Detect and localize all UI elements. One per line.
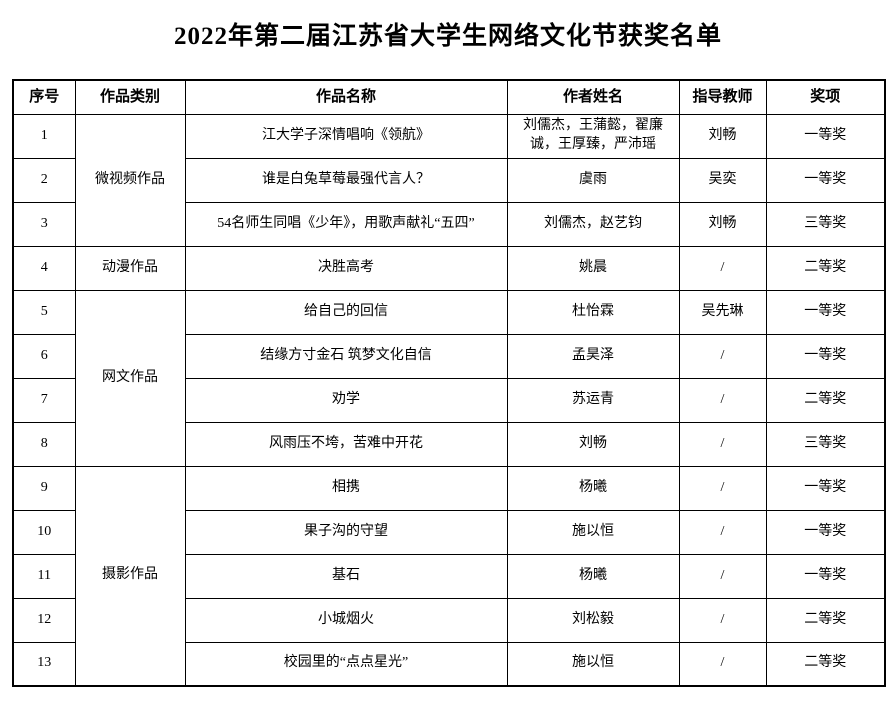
cell-advisor: / bbox=[678, 377, 767, 423]
table-row: 4 动漫作品 决胜高考 姚晨 / 二等奖 bbox=[12, 245, 886, 291]
cell-award: 三等奖 bbox=[765, 201, 886, 247]
cell-work-title: 小城烟火 bbox=[184, 597, 508, 643]
cell-author-name: 杜怡霖 bbox=[506, 289, 680, 335]
table-row: 6 结缘方寸金石 筑梦文化自信 孟昊泽 / 一等奖 bbox=[12, 333, 886, 379]
cell-advisor: / bbox=[678, 421, 767, 467]
cell-advisor: 吴奕 bbox=[678, 157, 767, 203]
cell-serial-number: 7 bbox=[12, 377, 76, 423]
cell-author-name: 孟昊泽 bbox=[506, 333, 680, 379]
cell-award: 一等奖 bbox=[765, 553, 886, 599]
cell-work-category: 微视频作品 bbox=[74, 113, 186, 247]
cell-serial-number: 2 bbox=[12, 157, 76, 203]
cell-serial-number: 4 bbox=[12, 245, 76, 291]
cell-author-name: 姚晨 bbox=[506, 245, 680, 291]
cell-work-title: 决胜高考 bbox=[184, 245, 508, 291]
cell-award: 一等奖 bbox=[765, 465, 886, 511]
table-row: 10 果子沟的守望 施以恒 / 一等奖 bbox=[12, 509, 886, 555]
cell-award: 二等奖 bbox=[765, 641, 886, 687]
cell-serial-number: 6 bbox=[12, 333, 76, 379]
cell-author-name: 施以恒 bbox=[506, 509, 680, 555]
cell-serial-number: 1 bbox=[12, 113, 76, 159]
cell-advisor: / bbox=[678, 509, 767, 555]
cell-work-title: 相携 bbox=[184, 465, 508, 511]
cell-award: 一等奖 bbox=[765, 157, 886, 203]
cell-work-title: 劝学 bbox=[184, 377, 508, 423]
cell-work-category: 动漫作品 bbox=[74, 245, 186, 291]
header-work-title: 作品名称 bbox=[184, 79, 508, 115]
cell-author-name: 杨曦 bbox=[506, 465, 680, 511]
cell-award: 一等奖 bbox=[765, 509, 886, 555]
cell-advisor: / bbox=[678, 641, 767, 687]
table-row: 7 劝学 苏运青 / 二等奖 bbox=[12, 377, 886, 423]
cell-award: 一等奖 bbox=[765, 113, 886, 159]
cell-author-name: 虞雨 bbox=[506, 157, 680, 203]
cell-award: 二等奖 bbox=[765, 245, 886, 291]
cell-serial-number: 13 bbox=[12, 641, 76, 687]
cell-work-title: 果子沟的守望 bbox=[184, 509, 508, 555]
cell-work-title: 江大学子深情唱响《领航》 bbox=[184, 113, 508, 159]
cell-work-title: 风雨压不垮，苦难中开花 bbox=[184, 421, 508, 467]
cell-work-title: 基石 bbox=[184, 553, 508, 599]
cell-work-title: 结缘方寸金石 筑梦文化自信 bbox=[184, 333, 508, 379]
table-row: 11 基石 杨曦 / 一等奖 bbox=[12, 553, 886, 599]
cell-serial-number: 11 bbox=[12, 553, 76, 599]
cell-advisor: / bbox=[678, 465, 767, 511]
cell-serial-number: 12 bbox=[12, 597, 76, 643]
cell-award: 一等奖 bbox=[765, 333, 886, 379]
cell-advisor: / bbox=[678, 597, 767, 643]
cell-author-name: 刘儒杰，王蒲懿，翟廉诚，王厚臻，严沛瑶 bbox=[506, 113, 680, 159]
cell-award: 三等奖 bbox=[765, 421, 886, 467]
cell-award: 二等奖 bbox=[765, 377, 886, 423]
cell-author-name: 杨曦 bbox=[506, 553, 680, 599]
header-work-category: 作品类别 bbox=[74, 79, 186, 115]
cell-serial-number: 9 bbox=[12, 465, 76, 511]
cell-author-name: 施以恒 bbox=[506, 641, 680, 687]
table-row: 5 网文作品 给自己的回信 杜怡霖 吴先琳 一等奖 bbox=[12, 289, 886, 467]
table-row: 1 微视频作品 江大学子深情唱响《领航》 刘儒杰，王蒲懿，翟廉诚，王厚臻，严沛瑶 刘畅一… bbox=[12, 113, 886, 247]
table-row: 3 54名师生同唱《少年》，用歌声献礼“五四” 刘儒杰，赵艺钧 刘畅 三等奖 bbox=[12, 201, 886, 247]
cell-advisor: / bbox=[678, 333, 767, 379]
header-serial-number: 序号 bbox=[12, 79, 76, 115]
cell-award: 二等奖 bbox=[765, 597, 886, 643]
header-author-name: 作者姓名 bbox=[506, 79, 680, 115]
cell-author-name: 苏运青 bbox=[506, 377, 680, 423]
table-row: 8 风雨压不垮，苦难中开花 刘畅 / 三等奖 bbox=[12, 421, 886, 467]
table-row: 2 谁是白兔草莓最强代言人？ 虞雨 吴奕 一等奖 bbox=[12, 157, 886, 203]
cell-author-name: 刘儒杰，赵艺钧 bbox=[506, 201, 680, 247]
header-advisor: 指导教师 bbox=[678, 79, 767, 115]
header-row: 序号 作品类别 作品名称 作者姓名 指导教师 奖项 bbox=[12, 79, 886, 115]
cell-serial-number: 5 bbox=[12, 289, 76, 335]
awards-table: 序号 作品类别 作品名称 作者姓名 指导教师 奖项 1 微视频作品 江大学子深情唱响… bbox=[12, 79, 886, 687]
cell-work-category: 摄影作品 bbox=[74, 465, 186, 687]
cell-serial-number: 10 bbox=[12, 509, 76, 555]
cell-award: 一等奖 bbox=[765, 289, 886, 335]
cell-author-name: 刘畅 bbox=[506, 421, 680, 467]
cell-work-category: 网文作品 bbox=[74, 289, 186, 467]
cell-work-title: 谁是白兔草莓最强代言人？ bbox=[184, 157, 508, 203]
cell-advisor: 刘畅 bbox=[678, 201, 767, 247]
cell-work-title: 54名师生同唱《少年》，用歌声献礼“五四” bbox=[184, 201, 508, 247]
table-row: 9 摄影作品 相携 杨曦 / 一等奖 bbox=[12, 465, 886, 687]
cell-advisor: / bbox=[678, 245, 767, 291]
awards-table-body: 1 微视频作品 江大学子深情唱响《领航》 刘儒杰，王蒲懿，翟廉诚，王厚臻，严沛瑶 刘畅一… bbox=[12, 113, 886, 687]
cell-work-title: 给自己的回信 bbox=[184, 289, 508, 335]
cell-advisor: 刘畅 bbox=[678, 113, 767, 159]
header-award: 奖项 bbox=[765, 79, 886, 115]
page-title: 2022年第二届江苏省大学生网络文化节获奖名单 bbox=[173, 23, 722, 50]
cell-advisor: / bbox=[678, 553, 767, 599]
cell-serial-number: 8 bbox=[12, 421, 76, 467]
cell-serial-number: 3 bbox=[12, 201, 76, 247]
cell-author-name: 刘松毅 bbox=[506, 597, 680, 643]
cell-advisor: 吴先琳 bbox=[678, 289, 767, 335]
cell-work-title: 校园里的“点点星光” bbox=[184, 641, 508, 687]
table-row: 13 校园里的“点点星光” 施以恒 / 二等奖 bbox=[12, 641, 886, 687]
